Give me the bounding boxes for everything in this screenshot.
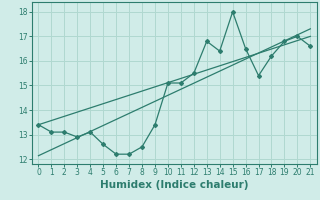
X-axis label: Humidex (Indice chaleur): Humidex (Indice chaleur) (100, 180, 249, 190)
